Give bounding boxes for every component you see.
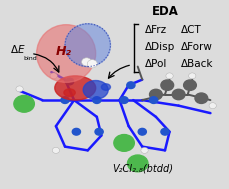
- Circle shape: [61, 97, 69, 103]
- Text: ΔForw: ΔForw: [180, 42, 212, 52]
- Circle shape: [126, 82, 134, 88]
- Ellipse shape: [83, 81, 108, 99]
- Circle shape: [95, 128, 103, 135]
- Circle shape: [160, 128, 168, 135]
- Text: bind: bind: [23, 56, 37, 61]
- Circle shape: [194, 93, 207, 103]
- Circle shape: [127, 155, 147, 172]
- Text: ΔBack: ΔBack: [180, 59, 213, 69]
- Text: V₂Cl₂.₈(btdd): V₂Cl₂.₈(btdd): [111, 164, 172, 174]
- Circle shape: [81, 58, 91, 66]
- Circle shape: [113, 135, 134, 151]
- Circle shape: [140, 147, 147, 153]
- Ellipse shape: [101, 84, 110, 90]
- Text: ΔCT: ΔCT: [180, 25, 201, 35]
- Circle shape: [92, 97, 101, 103]
- Text: ΔFrz: ΔFrz: [144, 25, 166, 35]
- Circle shape: [149, 97, 157, 103]
- Circle shape: [149, 89, 161, 100]
- Text: ΔPol: ΔPol: [144, 59, 166, 69]
- Circle shape: [87, 60, 97, 68]
- Circle shape: [160, 80, 173, 90]
- Circle shape: [188, 73, 195, 79]
- Circle shape: [138, 128, 146, 135]
- Ellipse shape: [55, 76, 95, 100]
- Circle shape: [50, 73, 57, 79]
- Circle shape: [14, 95, 34, 112]
- Circle shape: [208, 103, 215, 109]
- Text: EDA: EDA: [151, 5, 178, 18]
- Ellipse shape: [65, 24, 110, 67]
- Ellipse shape: [36, 25, 95, 82]
- Circle shape: [16, 86, 23, 92]
- Circle shape: [72, 128, 80, 135]
- Text: H₂: H₂: [56, 45, 72, 58]
- Circle shape: [52, 147, 59, 153]
- Ellipse shape: [64, 89, 75, 96]
- Circle shape: [183, 80, 196, 90]
- Circle shape: [65, 78, 73, 85]
- Text: ΔDisp: ΔDisp: [144, 42, 174, 52]
- Circle shape: [120, 97, 128, 103]
- Circle shape: [172, 89, 184, 100]
- Text: $\Delta E$: $\Delta E$: [11, 43, 26, 55]
- Circle shape: [165, 73, 172, 79]
